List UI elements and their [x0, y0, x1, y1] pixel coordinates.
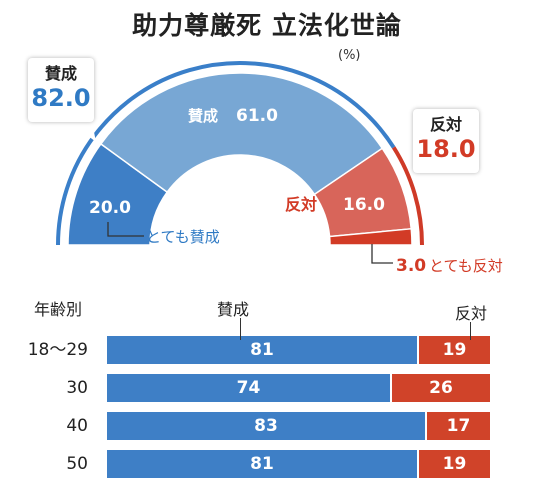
- for-header-tick: [240, 318, 241, 340]
- for-bar: 81: [107, 450, 417, 478]
- somewhat-for-value: 61.0: [236, 106, 278, 126]
- for-callout-value: 82.0: [31, 84, 91, 112]
- chart-title: 助力尊厳死 立法化世論: [132, 11, 402, 40]
- against-bar: 26: [390, 374, 490, 402]
- age-row-label: 18～29: [27, 340, 88, 360]
- for-rim-arc: [56, 61, 396, 246]
- age-row-label: 50: [66, 454, 88, 474]
- age-header: 年齢別: [34, 300, 83, 319]
- strongly-for-leader: [107, 222, 144, 237]
- against-bar-value: 19: [442, 454, 467, 474]
- strongly-against-leader: [371, 244, 393, 264]
- against-bar: 17: [425, 412, 490, 440]
- for-bar: 81: [107, 336, 417, 364]
- for-callout-label: 賛成: [44, 64, 77, 83]
- for-header: 賛成: [217, 300, 250, 319]
- against-bar-value: 17: [446, 416, 471, 436]
- against-callout-value: 18.0: [416, 135, 476, 163]
- for-bar-value: 83: [254, 416, 278, 436]
- unit-label: (%): [338, 48, 361, 63]
- against-rim-arc: [391, 146, 424, 246]
- for-bar-value: 81: [250, 340, 274, 360]
- somewhat-against-value: 16.0: [343, 195, 385, 215]
- somewhat-for-segment: [99, 72, 384, 196]
- strongly-against-segment: [328, 227, 413, 246]
- against-header: 反対: [455, 304, 488, 323]
- against-callout-label: 反対: [429, 115, 462, 134]
- age-row-label: 40: [66, 416, 88, 436]
- against-callout-pointer: [415, 160, 440, 185]
- against-header-tick: [470, 322, 471, 340]
- age-row-label: 30: [66, 378, 88, 398]
- against-bar: 19: [417, 336, 490, 364]
- against-bar-value: 19: [442, 340, 467, 360]
- for-callout-pointer: [70, 122, 96, 142]
- for-bar: 74: [107, 374, 390, 402]
- against-bar-value: 26: [429, 378, 453, 398]
- for-bar-value: 74: [236, 378, 261, 398]
- against-bar: 19: [417, 450, 490, 478]
- somewhat-against-label: 反対: [285, 195, 317, 214]
- against-callout: 反対 18.0: [413, 109, 479, 173]
- strongly-for-label: とても賛成: [146, 228, 220, 246]
- strongly-for-value: 20.0: [89, 198, 131, 218]
- for-callout: 賛成 82.0: [28, 58, 94, 122]
- somewhat-for-label: 賛成: [188, 107, 218, 125]
- strongly-against-label: とても反対: [429, 257, 503, 275]
- strongly-against-value: 3.0: [396, 256, 426, 276]
- for-bar-value: 81: [250, 454, 274, 474]
- for-bar: 83: [107, 412, 425, 440]
